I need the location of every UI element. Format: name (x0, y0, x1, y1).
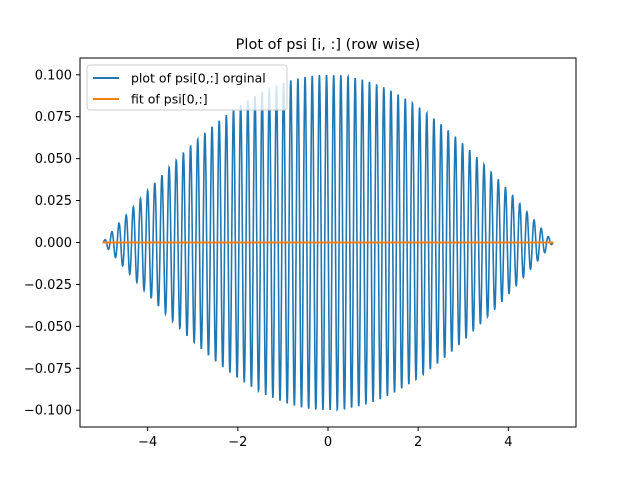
chart-title: Plot of psi [i, :] (row wise) (236, 37, 421, 53)
legend-frame (86, 64, 288, 111)
y-axis: −0.100 −0.075 −0.050 −0.025 0.000 0.025 0.050 0… (24, 68, 80, 419)
y-tick-label: 0.100 (35, 68, 72, 83)
plot-area (79, 57, 577, 428)
legend: plot of psi[0,:] orginal fit of psi[0,:] (86, 64, 288, 111)
y-tick-label: 0.025 (35, 194, 72, 209)
series-layer (102, 73, 554, 413)
y-tick-label: −0.025 (24, 278, 72, 293)
x-tick-label: −2 (228, 435, 247, 450)
x-tick-label: 4 (504, 435, 512, 450)
y-tick-label: −0.050 (24, 320, 72, 335)
y-tick-label: 0.050 (35, 152, 72, 167)
legend-label-1: plot of psi[0,:] orginal (131, 71, 266, 86)
legend-label-2: fit of psi[0,:] (131, 92, 208, 107)
y-tick-label: 0.000 (35, 236, 72, 251)
x-tick-label: 0 (324, 435, 332, 450)
series-line-1 (102, 73, 554, 413)
y-tick-label: 0.075 (35, 110, 72, 125)
x-axis: −4 −2 0 2 4 (138, 427, 513, 450)
y-tick-label: −0.100 (24, 404, 72, 419)
x-tick-label: 2 (414, 435, 422, 450)
x-tick-label: −4 (138, 435, 157, 450)
y-tick-label: −0.075 (24, 362, 72, 377)
